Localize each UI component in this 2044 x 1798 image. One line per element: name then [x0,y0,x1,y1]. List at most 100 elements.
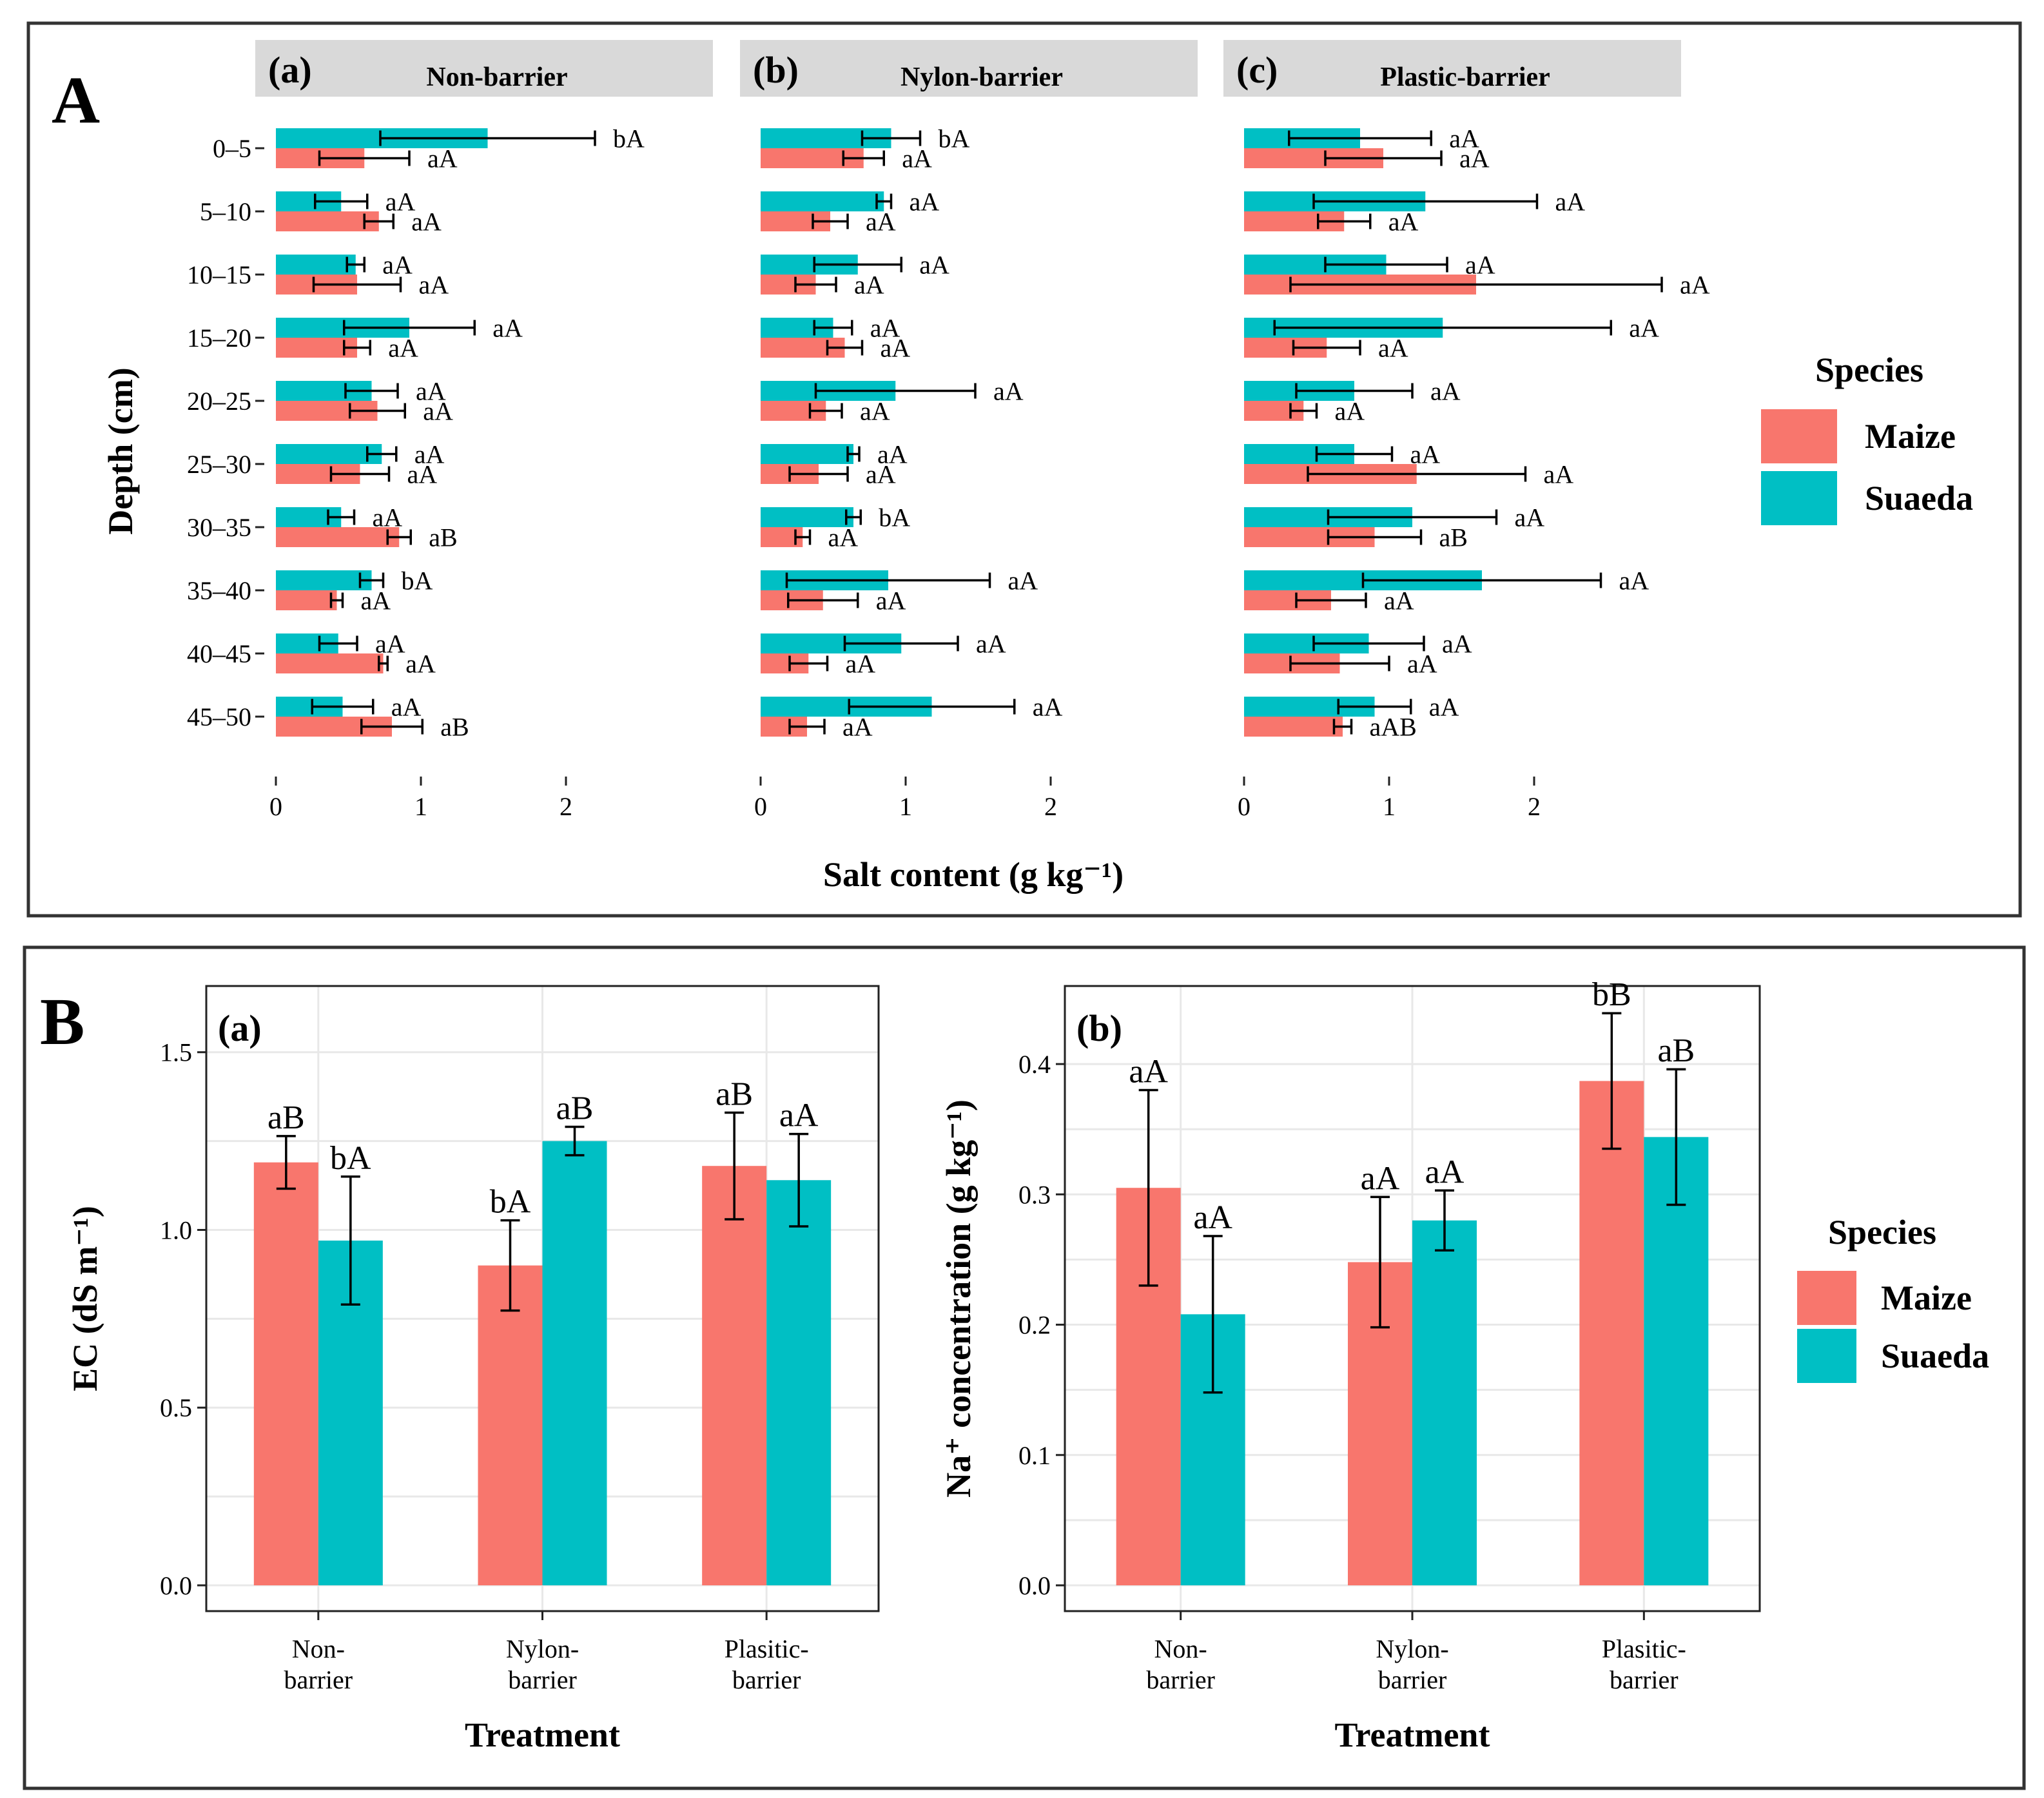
suaeda-significance-label: aA [1008,566,1038,595]
suaeda-bar [761,444,853,464]
y-tick-label: 0.5 [160,1393,192,1422]
suaeda-significance-label: aA [391,693,422,722]
maize-significance-label: aA [1680,271,1710,300]
suaeda-bar [542,1141,607,1585]
suaeda-significance-label: aA [919,251,949,280]
maize-significance-label: aA [1384,586,1414,615]
maize-significance-label: aA [1459,144,1490,173]
maize-significance-label: aA [828,523,859,552]
x-axis-title: Treatment [465,1716,620,1754]
suaeda-significance-label: aA [414,440,445,469]
suaeda-significance-label: aA [416,377,446,406]
x-tick-label: 2 [1528,792,1541,821]
chart-letter: (a) [218,1007,262,1049]
suaeda-significance-label: aA [910,188,940,217]
panel-a-legend: Species Maize Suaeda [1761,351,1973,525]
suaeda-significance-label: aA [1425,1154,1465,1190]
suaeda-significance-label: aA [877,440,908,469]
suaeda-significance-label: bA [879,503,910,532]
legend-label-suaeda: Suaeda [1865,479,1973,517]
x-tick-label-line1: Plasitic- [1602,1634,1686,1663]
maize-significance-label: aA [405,650,436,679]
suaeda-significance-label: aA [382,251,413,280]
suaeda-significance-label: aA [1619,566,1650,595]
suaeda-significance-label: aA [779,1097,819,1134]
x-tick-label-line2: barrier [1610,1665,1679,1694]
legend-label-maize: Maize [1881,1279,1972,1317]
suaeda-significance-label: aA [1429,693,1459,722]
suaeda-bar [761,191,884,211]
suaeda-bar [1412,1220,1477,1585]
suaeda-significance-label: aA [993,377,1024,406]
depth-tick-label: 10–15 [187,260,251,289]
panel-a-frame [26,21,2022,918]
facet-letter: (a) [268,49,312,91]
panel-a-x-axis-title: Salt content (g kg⁻¹) [823,855,1124,894]
legend-title: Species [1815,351,1923,389]
panel-a-letter: A [52,63,100,137]
x-tick-label: 1 [414,792,427,821]
panel-b-legend: Species Maize Suaeda [1797,1213,1989,1383]
maize-significance-label: bB [1592,976,1631,1013]
facet-strip [1223,40,1681,97]
y-axis-title: Na⁺ concentration (g kg⁻¹) [939,1099,978,1498]
y-tick-label: 0.1 [1018,1441,1051,1470]
depth-tick-label: 35–40 [187,576,251,605]
x-tick-label-line1: Plasitic- [725,1634,809,1663]
maize-bar [1579,1081,1644,1585]
chart-b-a: (a) 0.0 0.5 1.0 1.5 aB bA Non-barrier bA aB Nylon-… [66,985,880,1754]
suaeda-significance-label: aA [492,314,523,343]
x-tick-label: 1 [1383,792,1396,821]
legend-swatch-maize [1761,409,1837,463]
legend-swatch-maize [1797,1271,1856,1325]
y-axis-title: EC (dS m⁻¹) [66,1206,104,1391]
suaeda-significance-label: aA [1515,503,1545,532]
maize-significance-label: aA [902,144,932,173]
depth-tick-label: 5–10 [200,197,251,226]
chart-letter: (b) [1076,1007,1122,1049]
depth-tick-label: 20–25 [187,387,251,416]
suaeda-significance-label: aB [1657,1032,1695,1069]
suaeda-bar [276,255,356,275]
y-tick-label: 0.4 [1018,1050,1051,1079]
maize-significance-label: aA [842,713,873,742]
suaeda-significance-label: aA [870,314,900,343]
maize-significance-label: aA [854,271,884,300]
x-tick-label: 2 [560,792,572,821]
suaeda-significance-label: aB [556,1090,594,1127]
legend-title: Species [1828,1213,1936,1252]
panel-b-letter: B [40,985,84,1059]
depth-tick-label: 0–5 [213,134,251,163]
suaeda-significance-label: bA [330,1140,371,1177]
panel-a-y-axis-title: Depth (cm) [101,367,140,534]
x-tick-label-line1: Nylon- [1376,1634,1448,1663]
maize-bar [253,1162,318,1585]
facet-letter: (c) [1236,49,1278,91]
maize-significance-label: aA [876,586,906,615]
maize-bar [276,653,384,673]
suaeda-significance-label: bA [402,566,433,595]
maize-significance-label: aA [361,586,391,615]
maize-bar [1244,717,1343,737]
y-tick-label: 0.0 [160,1571,192,1600]
maize-bar [276,590,337,610]
maize-significance-label: aA [388,334,418,363]
maize-significance-label: aA [423,397,453,426]
suaeda-bar [276,444,382,464]
maize-significance-label: aA [1407,650,1437,679]
suaeda-significance-label: aA [1555,188,1586,217]
facet-letter: (b) [753,49,799,91]
y-tick-label: 1.0 [160,1215,192,1244]
suaeda-bar [766,1180,832,1585]
suaeda-bar [276,570,372,590]
suaeda-significance-label: bA [939,124,970,153]
maize-significance-label: aAB [1370,713,1417,742]
maize-bar [702,1166,767,1585]
suaeda-significance-label: aA [1430,377,1461,406]
depth-tick-label: 40–45 [187,639,251,668]
facet-strip [740,40,1198,97]
x-tick-label: 2 [1044,792,1057,821]
